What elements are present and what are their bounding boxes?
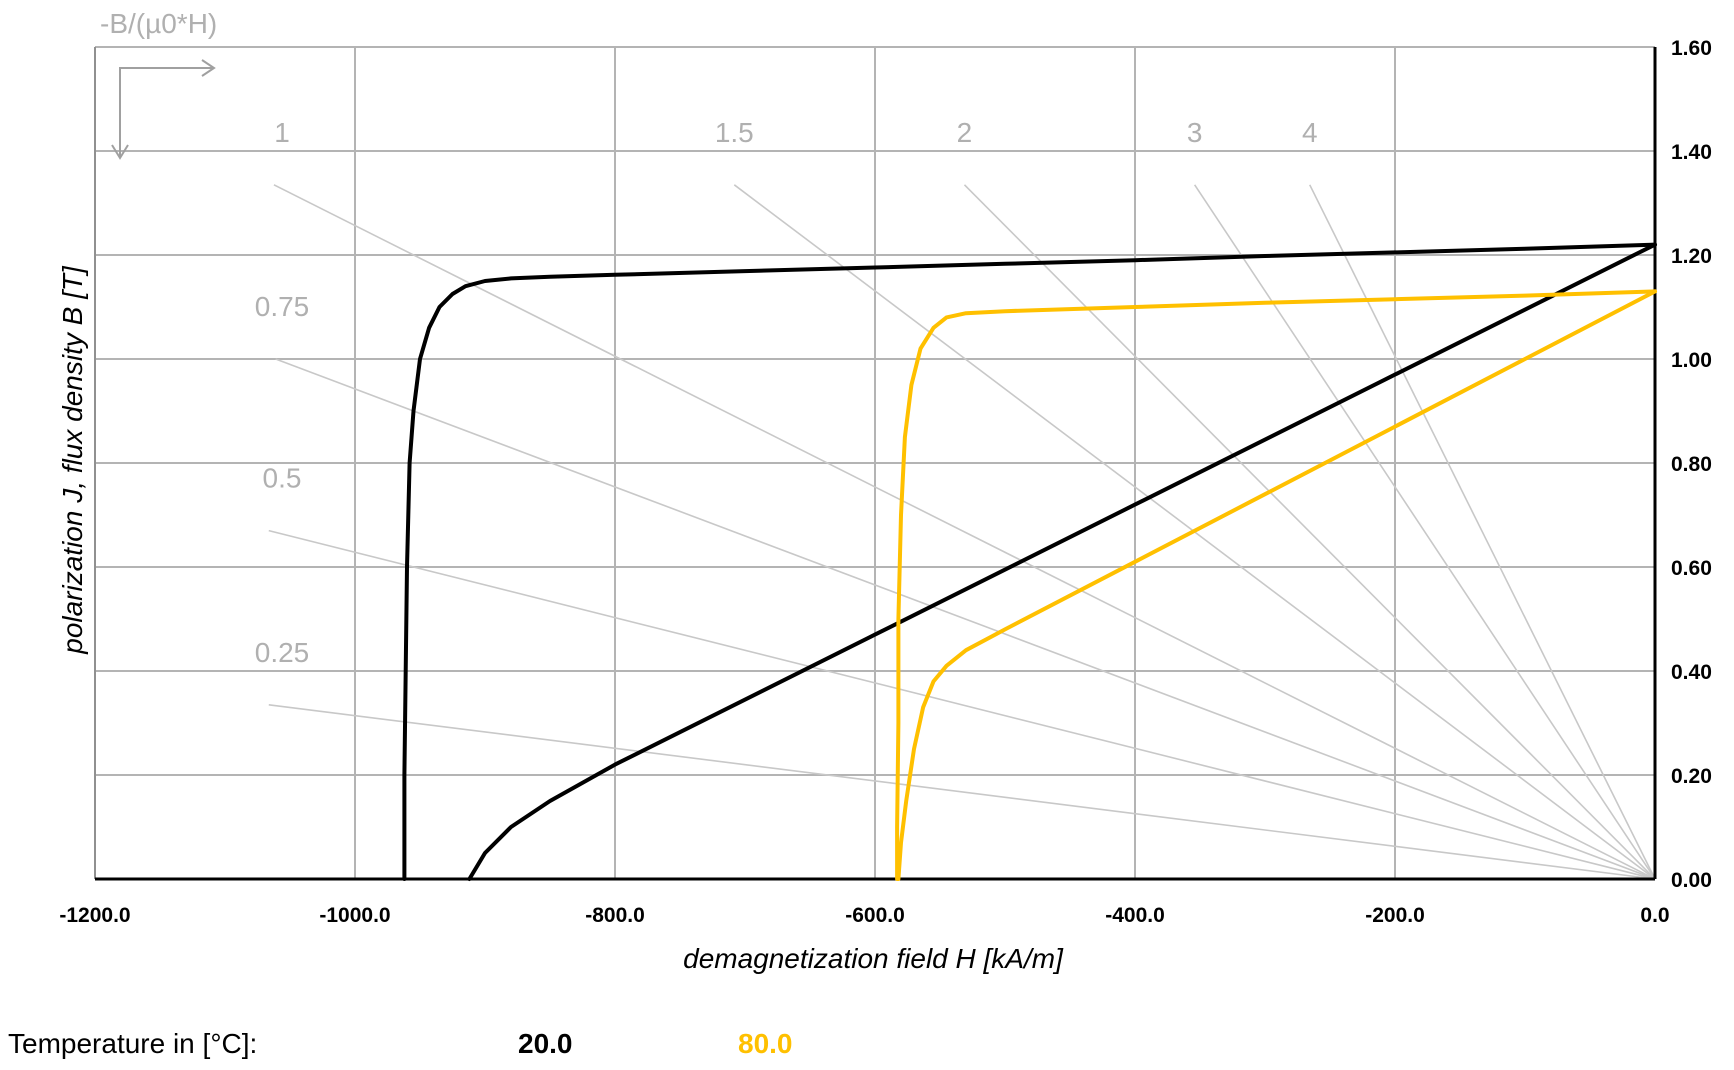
load-line-label: 1	[274, 117, 290, 148]
grid-layer	[94, 46, 1656, 880]
axes-layer	[94, 47, 1657, 881]
load-line	[273, 184, 1656, 880]
series-20.0-B-curve	[467, 242, 1657, 881]
x-tick-label: -200.0	[1365, 904, 1425, 927]
legend-item-20c: 20.0	[518, 1028, 573, 1059]
y-tick-label: 0.80	[1671, 453, 1712, 476]
load-line	[1193, 184, 1656, 880]
legend-title: Temperature in [°C]:	[8, 1028, 258, 1059]
series-80.0-B-curve	[896, 289, 1657, 881]
load-line-label: 4	[1302, 117, 1318, 148]
series-80.0-J-curve	[895, 289, 1657, 881]
y-tick-label: 1.60	[1671, 37, 1712, 60]
y-tick-label: 0.60	[1671, 557, 1712, 580]
load-line-label: 0.25	[255, 637, 310, 668]
y-tick-label: 1.20	[1671, 245, 1712, 268]
load-lines-layer	[268, 184, 1656, 880]
legend: Temperature in [°C]: 20.0 80.0	[8, 1028, 1708, 1068]
load-line-label: 0.5	[263, 463, 302, 494]
series-20.0-J-curve	[402, 242, 1657, 881]
y-tick-label: 1.40	[1671, 141, 1712, 164]
load-line	[268, 704, 1656, 880]
load-line-label: 3	[1187, 117, 1203, 148]
load-line-label: 0.75	[255, 291, 310, 322]
x-tick-label: -600.0	[845, 904, 905, 927]
series-layer	[402, 242, 1657, 881]
load-line	[963, 184, 1656, 880]
load-line-title: -B/(µ0*H)	[100, 8, 217, 39]
load-line	[275, 358, 1656, 880]
load-line-label: 2	[957, 117, 973, 148]
y-tick-label: 0.00	[1671, 869, 1712, 892]
x-tick-label: -1200.0	[59, 904, 130, 927]
y-tick-label: 1.00	[1671, 349, 1712, 372]
legend-item-80c: 80.0	[738, 1028, 793, 1059]
y-tick-label: 0.20	[1671, 765, 1712, 788]
tick-labels-layer: -1200.0 -1000.0 -800.0 -600.0 -400.0 -200.0 0.…	[59, 37, 1711, 927]
y-tick-label: 0.40	[1671, 661, 1712, 684]
corner-arrows-icon	[111, 59, 216, 160]
x-tick-label: -800.0	[585, 904, 645, 927]
x-tick-label: -400.0	[1105, 904, 1165, 927]
x-tick-label: -1000.0	[319, 904, 390, 927]
x-axis-title: demagnetization field H [kA/m]	[683, 943, 1064, 974]
y-axis-title: polarization J, flux density B [T]	[57, 265, 88, 655]
load-line-label: 1.5	[715, 117, 754, 148]
x-tick-label: 0.0	[1640, 904, 1669, 927]
load-line	[268, 529, 1656, 880]
